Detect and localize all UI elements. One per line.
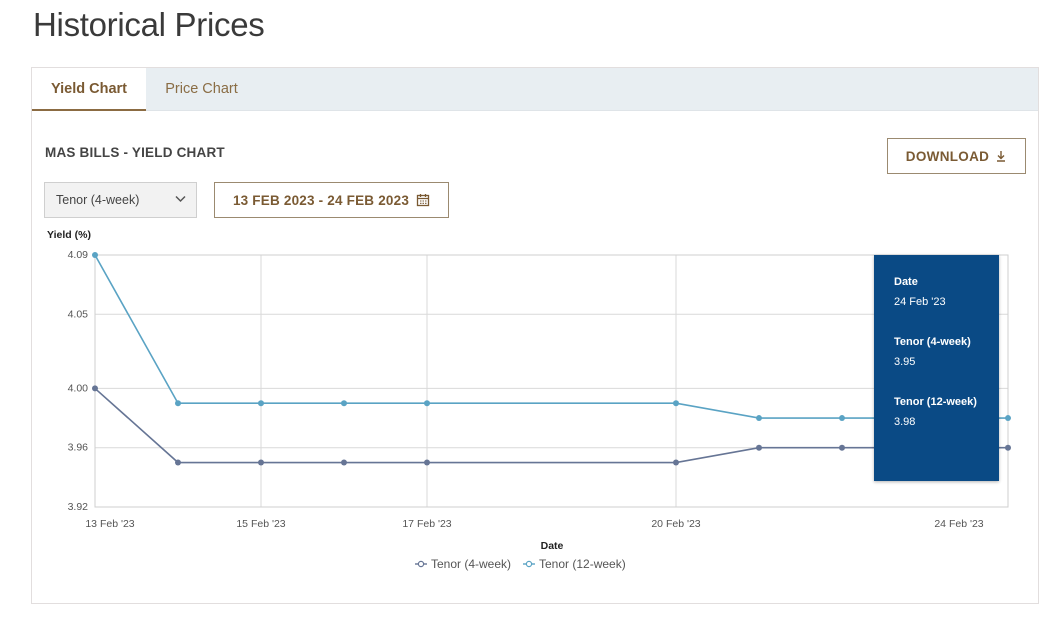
data-point	[839, 444, 845, 451]
tab-yield-chart[interactable]: Yield Chart	[32, 68, 146, 111]
data-point	[839, 415, 845, 422]
series-line-tenor-4-week	[94, 387, 1008, 464]
x-tick-label: 24 Feb '23	[934, 518, 983, 530]
tab-bar: Yield Chart Price Chart	[32, 68, 1038, 111]
y-tick-label: 4.05	[68, 308, 89, 320]
x-axis-title: Date	[541, 540, 564, 552]
legend-swatch-marker	[525, 560, 533, 568]
data-point	[756, 444, 762, 451]
data-point	[341, 400, 347, 407]
chart-card: Yield Chart Price Chart MAS BILLS - YIEL…	[31, 67, 1039, 604]
y-axis-title: Yield (%)	[47, 229, 91, 241]
date-range-picker[interactable]: 13 FEB 2023 - 24 FEB 2023	[214, 182, 449, 218]
data-point	[175, 459, 181, 466]
y-tick-label: 3.96	[68, 442, 89, 454]
calendar-icon	[416, 194, 430, 207]
tooltip-series1-value: 3.95	[894, 356, 916, 368]
data-point	[1005, 415, 1011, 422]
series-line-tenor-12-week	[94, 254, 1008, 419]
legend-item-label: Tenor (12-week)	[539, 557, 626, 571]
legend-item-label: Tenor (4-week)	[431, 557, 511, 571]
y-tick-label: 4.00	[68, 382, 89, 394]
x-tick-label: 15 Feb '23	[236, 518, 285, 530]
data-point	[424, 459, 430, 466]
data-point	[1005, 444, 1011, 451]
x-tick-label: 17 Feb '23	[402, 518, 451, 530]
data-point	[673, 400, 679, 407]
download-label: DOWNLOAD	[905, 148, 990, 164]
data-point	[92, 252, 98, 258]
data-point	[756, 415, 762, 422]
tooltip-series2-value: 3.98	[894, 416, 916, 428]
tooltip-series2-label: Tenor (12-week)	[894, 396, 977, 408]
download-button[interactable]: DOWNLOAD	[887, 138, 1026, 174]
page-title: Historical Prices	[33, 6, 265, 43]
download-icon	[997, 151, 1006, 162]
date-range-label: 13 FEB 2023 - 24 FEB 2023	[232, 192, 410, 208]
tooltip-date-value: 24 Feb '23	[894, 296, 946, 308]
chevron-down-icon	[175, 195, 186, 203]
tooltip-series1-label: Tenor (4-week)	[894, 336, 971, 348]
data-point	[175, 400, 181, 407]
data-point	[258, 400, 264, 407]
tenor-select[interactable]: Tenor (4-week)	[44, 182, 197, 218]
tooltip-date-label: Date	[894, 276, 918, 288]
plot-frame	[94, 254, 1009, 508]
tenor-select-value: Tenor (4-week)	[56, 193, 140, 207]
data-point	[258, 459, 264, 466]
data-point	[92, 385, 98, 392]
tab-price-chart[interactable]: Price Chart	[165, 81, 238, 97]
data-point	[673, 459, 679, 466]
chart-tooltip: Date 24 Feb '23 Tenor (4-week) 3.95 Teno…	[874, 255, 999, 481]
x-tick-label: 20 Feb '23	[651, 518, 700, 530]
data-point	[341, 459, 347, 466]
chart-heading: MAS BILLS - YIELD CHART	[45, 145, 225, 160]
y-tick-label: 4.09	[68, 249, 89, 261]
y-tick-label: 3.92	[68, 501, 89, 513]
legend-swatch-marker	[417, 560, 425, 568]
data-point	[424, 400, 430, 407]
x-tick-label: 13 Feb '23	[85, 518, 134, 530]
